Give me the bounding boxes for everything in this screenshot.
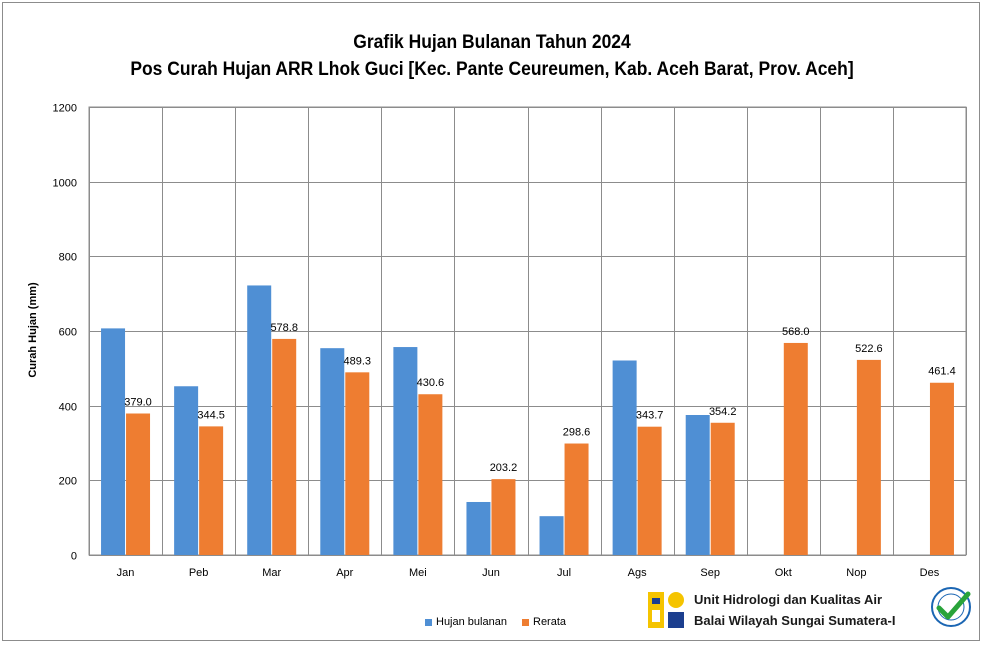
footer-logo-area: Unit Hidrologi dan Kualitas Air Balai Wi… (646, 587, 976, 632)
data-label: 379.0 (124, 397, 152, 409)
y-tick-label: 600 (59, 327, 77, 339)
data-label: 430.6 (417, 377, 445, 389)
data-label: 354.2 (709, 406, 737, 418)
y-tick-label: 800 (59, 252, 77, 264)
data-label: 522.6 (855, 343, 883, 355)
bar-hujan-bulanan-jun (466, 501, 491, 555)
legend-label-rerata: Rerata (533, 616, 567, 628)
x-tick-label: Ags (628, 567, 647, 579)
y-tick-label: 400 (59, 402, 77, 414)
data-label: 343.7 (636, 410, 664, 422)
x-tick-label: Jul (557, 567, 571, 579)
data-label: 461.4 (928, 366, 956, 378)
bar-hujan-bulanan-sep (685, 415, 710, 555)
pupr-logo-icon (646, 590, 686, 630)
legend-swatch-hujan-bulanan (425, 618, 432, 626)
data-label: 344.5 (197, 409, 225, 421)
iso-certified-badge-icon (931, 587, 971, 627)
bar-rerata-des (929, 382, 954, 555)
chart-subtitle: Pos Curah Hujan ARR Lhok Guci [Kec. Pant… (130, 59, 854, 80)
bar-hujan-bulanan-jan (101, 328, 126, 555)
x-tick-label: Mar (262, 567, 281, 579)
y-tick-label: 1000 (53, 178, 77, 190)
bar-rerata-ags (637, 426, 662, 555)
x-tick-label: Jan (117, 567, 135, 579)
bar-hujan-bulanan-mei (393, 347, 418, 555)
bar-rerata-apr (345, 372, 370, 555)
bar-rerata-mei (418, 394, 443, 555)
bar-rerata-jan (126, 413, 151, 555)
data-label: 489.3 (344, 355, 372, 367)
legend-label-hujan-bulanan: Hujan bulanan (436, 616, 507, 628)
bar-rerata-sep (710, 422, 735, 555)
legend-item-hujan-bulanan: Hujan bulanan (425, 616, 507, 628)
legend-swatch-rerata (522, 618, 529, 626)
y-tick-label: 200 (59, 476, 77, 488)
bar-hujan-bulanan-jul (539, 516, 564, 555)
data-label: 298.6 (563, 427, 591, 439)
x-tick-label: Jun (482, 567, 500, 579)
bar-hujan-bulanan-peb (174, 386, 199, 555)
x-tick-label: Mei (409, 567, 427, 579)
bar-rerata-jun (491, 479, 516, 555)
x-tick-label: Peb (189, 567, 209, 579)
footer-org-line1: Unit Hidrologi dan Kualitas Air (694, 592, 883, 607)
x-tick-label: Okt (775, 567, 792, 579)
bar-rerata-okt (783, 342, 808, 555)
bar-rerata-jul (564, 443, 589, 555)
x-tick-label: Apr (336, 567, 353, 579)
bar-rerata-mar (272, 338, 297, 555)
bar-hujan-bulanan-ags (612, 360, 637, 555)
chart-title: Grafik Hujan Bulanan Tahun 2024 (353, 32, 631, 53)
data-label: 568.0 (782, 326, 810, 338)
x-tick-label: Nop (846, 567, 866, 579)
x-tick-label: Sep (700, 567, 720, 579)
data-label: 203.2 (490, 462, 518, 474)
bar-rerata-peb (199, 426, 224, 555)
data-label: 578.8 (270, 322, 298, 334)
bar-rerata-nop (856, 359, 881, 555)
bar-hujan-bulanan-mar (247, 285, 272, 555)
y-tick-label: 0 (71, 551, 77, 563)
footer-org-line2: Balai Wilayah Sungai Sumatera-I (694, 613, 896, 628)
legend-item-rerata: Rerata (522, 616, 566, 628)
y-tick-label: 1200 (53, 103, 77, 115)
bar-hujan-bulanan-apr (320, 348, 345, 555)
x-tick-label: Des (920, 567, 940, 579)
